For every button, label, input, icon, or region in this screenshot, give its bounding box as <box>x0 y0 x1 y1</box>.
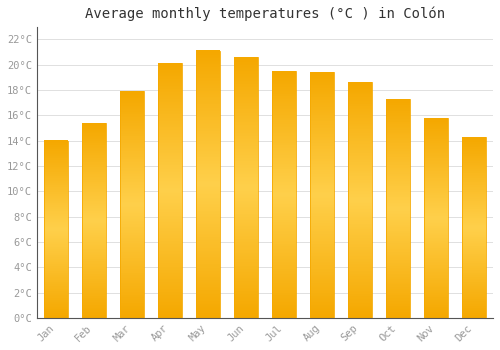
Bar <box>462 137 486 318</box>
Bar <box>158 63 182 318</box>
Bar <box>234 57 258 318</box>
Bar <box>120 91 144 318</box>
Bar <box>272 71 295 318</box>
Bar <box>310 72 334 318</box>
Title: Average monthly temperatures (°C ) in Colón: Average monthly temperatures (°C ) in Co… <box>85 7 445 21</box>
Bar <box>82 123 106 318</box>
Bar <box>348 83 372 318</box>
Bar <box>386 99 410 318</box>
Bar <box>424 118 448 318</box>
Bar <box>196 51 220 318</box>
Bar <box>44 141 68 318</box>
